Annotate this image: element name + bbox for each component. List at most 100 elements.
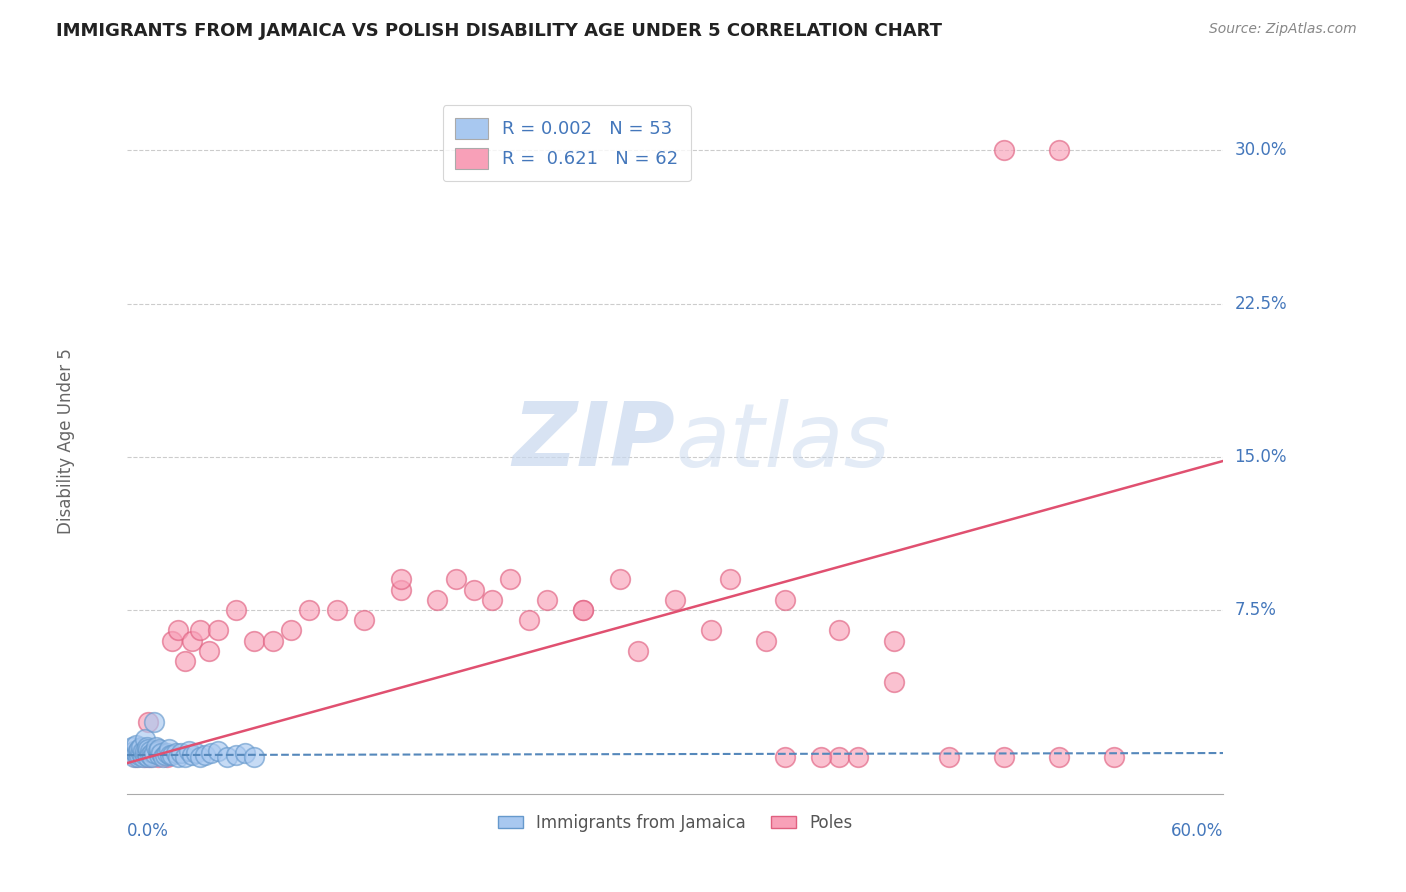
Point	[148, 747, 170, 762]
Point	[139, 747, 162, 762]
Point	[828, 750, 851, 764]
Point	[463, 582, 485, 597]
Point	[127, 750, 149, 764]
Point	[134, 747, 156, 762]
Point	[572, 603, 595, 617]
Point	[207, 624, 229, 638]
Point	[389, 573, 412, 587]
Point	[121, 739, 143, 754]
Text: IMMIGRANTS FROM JAMAICA VS POLISH DISABILITY AGE UNDER 5 CORRELATION CHART: IMMIGRANTS FROM JAMAICA VS POLISH DISABI…	[56, 22, 942, 40]
Text: 60.0%: 60.0%	[1171, 822, 1223, 840]
Point	[993, 750, 1015, 764]
Point	[700, 624, 723, 638]
Text: Disability Age Under 5: Disability Age Under 5	[58, 349, 76, 534]
Point	[128, 747, 150, 762]
Point	[150, 746, 173, 760]
Point	[139, 750, 162, 764]
Point	[517, 613, 540, 627]
Point	[846, 750, 869, 764]
Point	[143, 747, 166, 762]
Point	[135, 744, 157, 758]
Point	[124, 750, 148, 764]
Point	[883, 674, 905, 689]
Point	[129, 746, 152, 760]
Point	[262, 633, 284, 648]
Point	[143, 746, 166, 760]
Point	[132, 746, 155, 760]
Point	[243, 633, 266, 648]
Point	[134, 744, 156, 758]
Point	[129, 742, 152, 756]
Point	[165, 746, 187, 760]
Text: Source: ZipAtlas.com: Source: ZipAtlas.com	[1209, 22, 1357, 37]
Legend: Immigrants from Jamaica, Poles: Immigrants from Jamaica, Poles	[491, 807, 859, 838]
Point	[810, 750, 832, 764]
Point	[499, 573, 522, 587]
Point	[280, 624, 302, 638]
Point	[773, 592, 796, 607]
Text: 22.5%: 22.5%	[1234, 294, 1286, 313]
Point	[120, 746, 142, 760]
Point	[141, 750, 163, 764]
Point	[129, 739, 152, 754]
Point	[138, 750, 160, 764]
Point	[883, 633, 905, 648]
Point	[664, 592, 686, 607]
Point	[138, 742, 160, 756]
Point	[139, 744, 162, 758]
Point	[148, 746, 170, 760]
Point	[170, 746, 193, 760]
Point	[156, 746, 179, 760]
Point	[146, 750, 169, 764]
Point	[132, 750, 155, 764]
Point	[166, 750, 188, 764]
Point	[134, 731, 156, 746]
Point	[1047, 144, 1070, 158]
Point	[152, 747, 174, 762]
Point	[755, 633, 778, 648]
Point	[166, 624, 188, 638]
Point	[122, 750, 145, 764]
Point	[124, 746, 148, 760]
Point	[572, 603, 595, 617]
Text: ZIP: ZIP	[512, 398, 675, 485]
Point	[828, 624, 851, 638]
Text: atlas: atlas	[675, 399, 890, 484]
Point	[127, 744, 149, 758]
Point	[200, 746, 222, 760]
Point	[197, 644, 219, 658]
Point	[138, 715, 160, 730]
Point	[145, 739, 167, 754]
Point	[135, 746, 157, 760]
Point	[326, 603, 349, 617]
Point	[153, 747, 176, 762]
Text: 30.0%: 30.0%	[1234, 142, 1286, 160]
Point	[127, 744, 149, 758]
Point	[141, 746, 163, 760]
Point	[181, 747, 204, 762]
Point	[148, 742, 170, 756]
Point	[938, 750, 960, 764]
Point	[426, 592, 449, 607]
Point	[122, 746, 145, 760]
Point	[162, 633, 183, 648]
Point	[143, 715, 166, 730]
Point	[298, 603, 321, 617]
Point	[122, 744, 145, 758]
Point	[225, 603, 247, 617]
Point	[225, 747, 247, 762]
Point	[188, 624, 211, 638]
Point	[177, 744, 200, 758]
Point	[627, 644, 650, 658]
Point	[993, 144, 1015, 158]
Point	[188, 750, 211, 764]
Point	[132, 744, 155, 758]
Point	[152, 750, 174, 764]
Point	[145, 744, 167, 758]
Point	[128, 747, 150, 762]
Point	[174, 750, 197, 764]
Point	[156, 750, 179, 764]
Point	[135, 739, 157, 754]
Point	[162, 747, 183, 762]
Point	[184, 746, 207, 760]
